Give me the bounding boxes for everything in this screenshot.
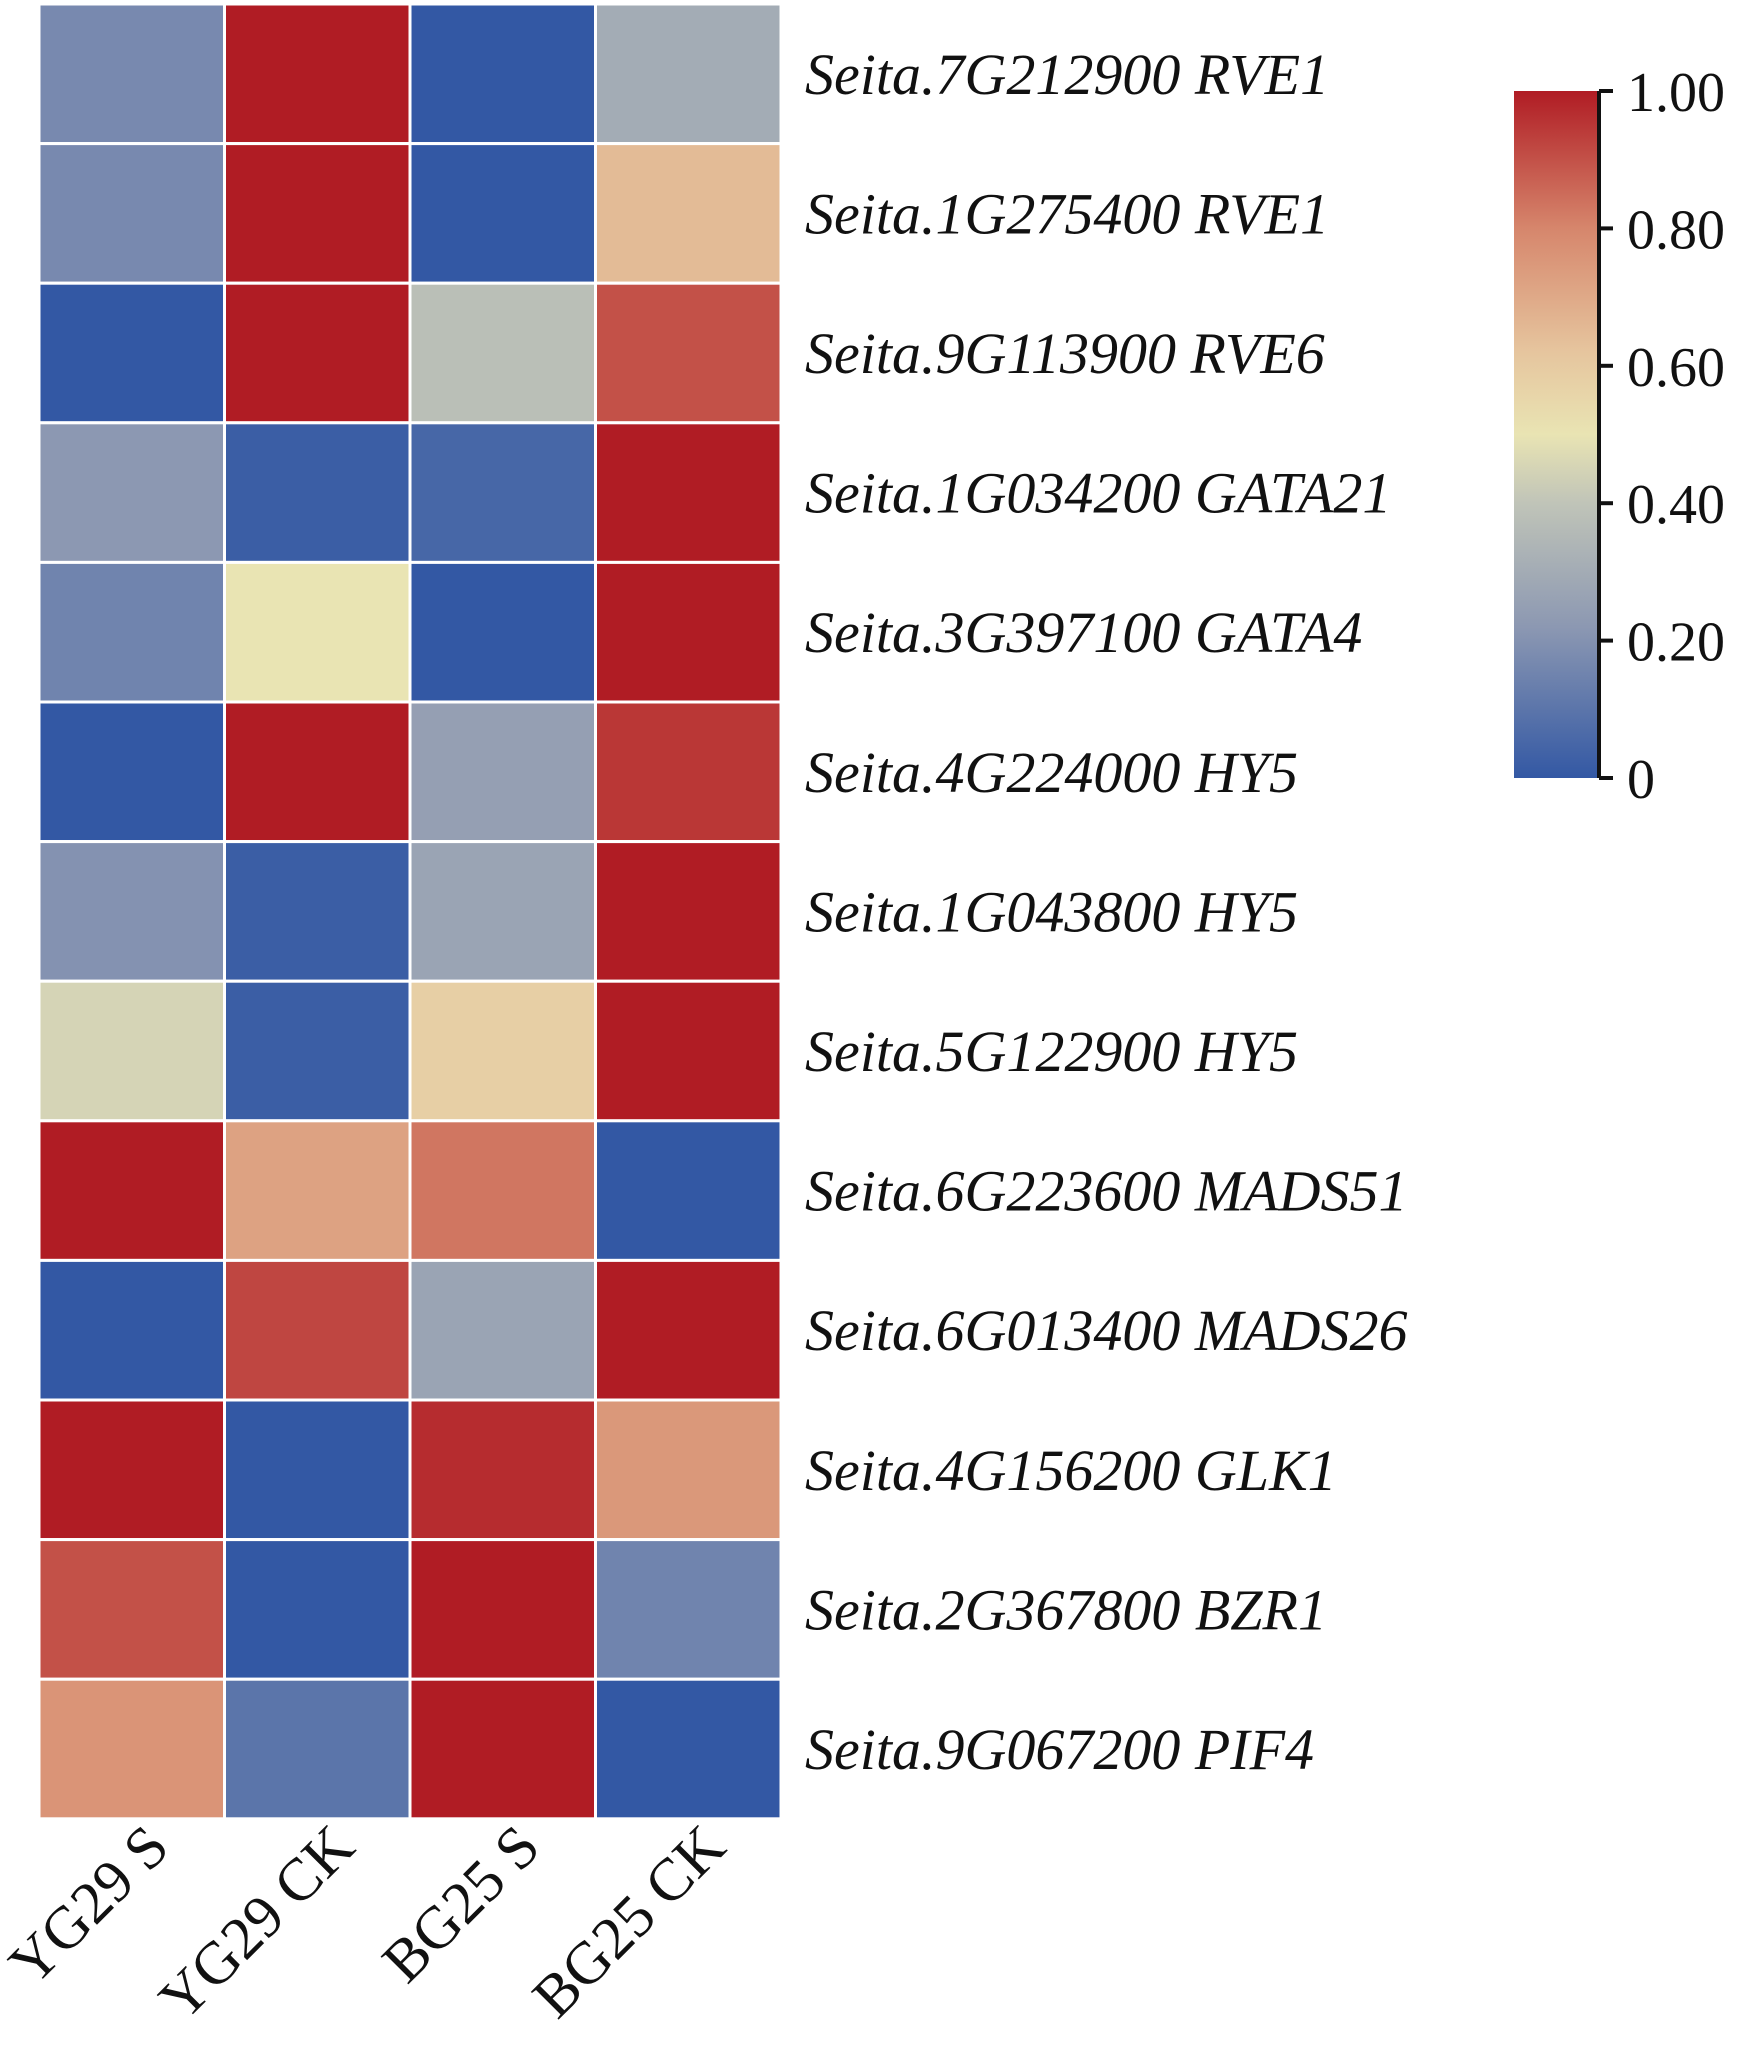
- heatmap-cell: [408, 281, 597, 425]
- colorbar-tick-label: 0.20: [1627, 612, 1725, 674]
- row-label: Seita.1G275400 RVE1: [805, 181, 1329, 246]
- heatmap-cell: [37, 1677, 226, 1821]
- heatmap-cell: [223, 421, 412, 564]
- heatmap-cell: [223, 1538, 412, 1681]
- row-label: Seita.9G067200 PIF4: [805, 1717, 1314, 1782]
- colorbar-tick-label: 0.80: [1627, 199, 1725, 261]
- column-label: YG29 CK: [147, 1813, 367, 2033]
- colorbar-tick-label: 0: [1627, 749, 1655, 811]
- heatmap-cell: [223, 142, 412, 285]
- heatmap-cell: [594, 1677, 783, 1821]
- row-label: Seita.4G156200 GLK1: [805, 1438, 1337, 1503]
- heatmap-cell: [594, 1119, 783, 1262]
- heatmap-cell: [594, 560, 783, 704]
- heatmap-cell: [223, 979, 412, 1123]
- row-label: Seita.3G397100 GATA4: [805, 600, 1362, 665]
- row-label: Seita.1G043800 HY5: [805, 879, 1298, 944]
- heatmap-cell: [408, 1398, 597, 1542]
- column-label: YG29 S: [0, 1813, 181, 1998]
- row-label: Seita.6G013400 MADS26: [805, 1298, 1408, 1363]
- heatmap-cell: [594, 421, 783, 564]
- colorbar-tick-label: 0.60: [1627, 337, 1725, 399]
- heatmap-cell: [37, 979, 226, 1123]
- heatmap-cell: [408, 1119, 597, 1262]
- heatmap-cell: [37, 421, 226, 564]
- heatmap-cell: [223, 2, 412, 146]
- heatmap-cell: [594, 281, 783, 425]
- row-label: Seita.6G223600 MADS51: [805, 1159, 1408, 1224]
- heatmap-cell: [408, 700, 597, 844]
- heatmap-cell: [408, 560, 597, 704]
- heatmap-cell: [594, 1538, 783, 1681]
- heatmap-cell: [37, 700, 226, 844]
- colorbar-gradient: [1514, 91, 1599, 778]
- heatmap-cell: [594, 979, 783, 1123]
- heatmap-cell: [223, 281, 412, 425]
- heatmap-cell: [37, 560, 226, 704]
- heatmap-cells: [37, 2, 783, 1821]
- heatmap-cell: [223, 1677, 412, 1821]
- heatmap-cell: [223, 1398, 412, 1542]
- heatmap-cell: [408, 1677, 597, 1821]
- heatmap-cell: [594, 1398, 783, 1542]
- row-label: Seita.2G367800 BZR1: [805, 1577, 1327, 1642]
- row-label: Seita.4G224000 HY5: [805, 740, 1298, 805]
- heatmap-cell: [37, 1119, 226, 1262]
- heatmap-cell: [408, 142, 597, 285]
- row-label: Seita.1G034200 GATA21: [805, 461, 1391, 526]
- heatmap-cell: [37, 2, 226, 146]
- heatmap-cell: [408, 840, 597, 983]
- heatmap-cell: [594, 2, 783, 146]
- heatmap-cell: [408, 979, 597, 1123]
- colorbar-tick-label: 0.40: [1627, 474, 1725, 536]
- heatmap-cell: [594, 142, 783, 285]
- heatmap-cell: [408, 1538, 597, 1681]
- row-label: Seita.7G212900 RVE1: [805, 42, 1329, 107]
- heatmap-cell: [37, 1398, 226, 1542]
- heatmap-cell: [223, 560, 412, 704]
- heatmap-cell: [37, 1538, 226, 1681]
- row-label: Seita.5G122900 HY5: [805, 1019, 1298, 1084]
- heatmap-cell: [594, 840, 783, 983]
- heatmap-cell: [37, 1258, 226, 1402]
- heatmap-cell: [408, 2, 597, 146]
- heatmap-cell: [408, 421, 597, 564]
- row-labels: Seita.7G212900 RVE1 Seita.1G275400 RVE1 Se…: [805, 42, 1408, 1782]
- heatmap-cell: [37, 281, 226, 425]
- heatmap-cell: [223, 700, 412, 844]
- colorbar-tick-label: 1.00: [1627, 62, 1725, 124]
- heatmap-cell: [37, 840, 226, 983]
- row-label: Seita.9G113900 RVE6: [805, 321, 1325, 386]
- heatmap-cell: [223, 840, 412, 983]
- column-label: BG25 S: [370, 1813, 552, 1995]
- heatmap-cell: [223, 1119, 412, 1262]
- column-label: BG25 CK: [520, 1813, 738, 2031]
- heatmap-cell: [223, 1258, 412, 1402]
- heatmap-cell: [594, 700, 783, 844]
- heatmap-cell: [594, 1258, 783, 1402]
- colorbar: 1.00 0.80 0.60 0.40 0.20 0: [1514, 62, 1725, 811]
- heatmap-cell: [408, 1258, 597, 1402]
- heatmap-cell: [37, 142, 226, 285]
